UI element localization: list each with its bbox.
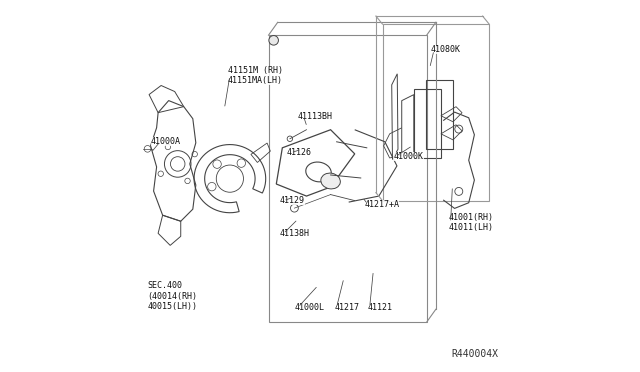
Text: 41001(RH)
41011(LH): 41001(RH) 41011(LH) <box>449 213 493 232</box>
Text: 41217: 41217 <box>335 303 360 312</box>
Text: SEC.400
(40014(RH)
40015(LH)): SEC.400 (40014(RH) 40015(LH)) <box>147 282 197 311</box>
Text: 41138H: 41138H <box>280 229 310 238</box>
Circle shape <box>269 36 278 45</box>
Circle shape <box>144 145 151 152</box>
Text: 41080K: 41080K <box>430 45 460 54</box>
Text: 41113BH: 41113BH <box>298 112 333 121</box>
Text: 41000L: 41000L <box>294 303 324 312</box>
Circle shape <box>291 204 298 212</box>
Text: 41000K: 41000K <box>394 152 424 161</box>
Ellipse shape <box>321 173 340 189</box>
Circle shape <box>287 136 292 141</box>
Text: R440004X: R440004X <box>451 349 499 359</box>
Text: 41129: 41129 <box>280 196 305 205</box>
Text: 41151M (RH)
41151MA(LH): 41151M (RH) 41151MA(LH) <box>228 66 283 85</box>
Text: 41121: 41121 <box>368 303 393 312</box>
Text: 41126: 41126 <box>287 148 312 157</box>
Text: 41000A: 41000A <box>151 137 180 146</box>
Text: 41217+A: 41217+A <box>364 200 399 209</box>
